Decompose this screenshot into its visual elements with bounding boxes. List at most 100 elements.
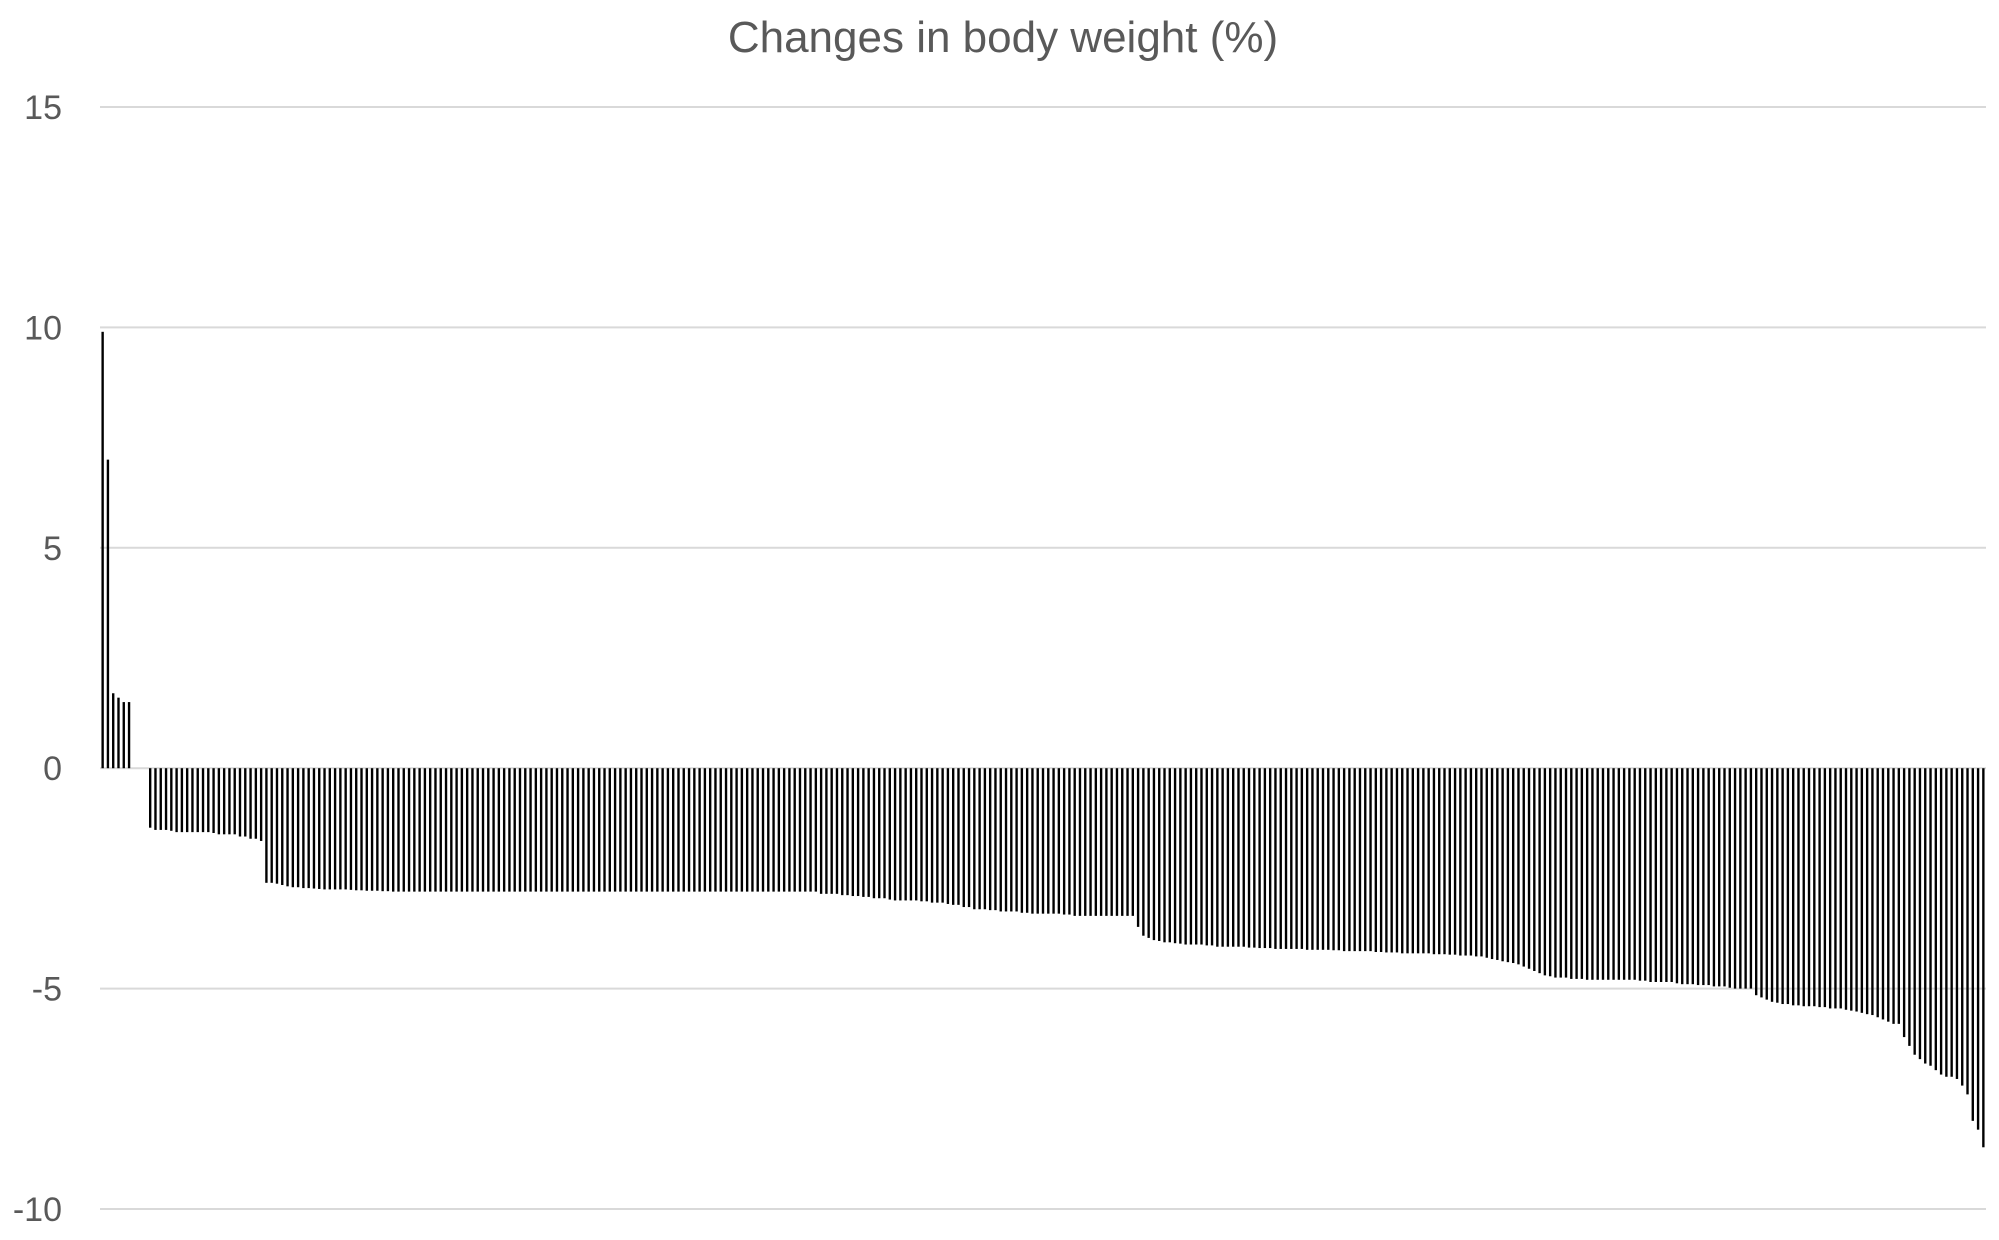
bar [1210, 768, 1214, 946]
bar [1860, 768, 1864, 1013]
bar [122, 702, 125, 769]
bar [582, 768, 585, 892]
bar [1844, 768, 1848, 1010]
bar [714, 768, 717, 892]
bar [1506, 768, 1510, 963]
bar [1099, 768, 1103, 916]
bar [1633, 768, 1636, 980]
bar [185, 768, 189, 833]
bar [487, 768, 490, 892]
bar [598, 768, 601, 892]
bar [196, 768, 199, 833]
bar [1665, 768, 1668, 982]
bar [1855, 768, 1858, 1012]
bar [1934, 768, 1937, 1071]
bar [1173, 768, 1177, 944]
bar [946, 768, 950, 904]
bar [777, 768, 781, 892]
bar [1094, 768, 1098, 916]
bar [1570, 768, 1573, 979]
bar [465, 768, 469, 892]
bar [265, 768, 268, 883]
bar [1020, 768, 1024, 913]
bar [851, 768, 855, 897]
bar [1379, 768, 1383, 953]
bar [1961, 768, 1964, 1086]
bar [529, 768, 532, 892]
bar [1776, 768, 1779, 1003]
bar [1015, 768, 1018, 912]
bar [233, 768, 236, 835]
bar [1902, 768, 1906, 1038]
bar [878, 768, 881, 899]
bar [1881, 768, 1885, 1020]
bar [1834, 768, 1837, 1009]
bar [1147, 768, 1150, 938]
bar [550, 768, 553, 892]
bar [355, 768, 358, 891]
bar [952, 768, 955, 905]
bar [1311, 768, 1314, 950]
bar [1628, 768, 1631, 980]
bar [1950, 768, 1953, 1077]
bar [1401, 768, 1404, 954]
bar [101, 331, 104, 769]
bar [1158, 768, 1161, 941]
bar [1982, 768, 1985, 1148]
bar [1739, 768, 1742, 989]
bar [1744, 768, 1747, 989]
bar [212, 768, 215, 833]
bar [1010, 768, 1013, 912]
bar [1580, 768, 1584, 979]
bar [1152, 768, 1156, 941]
bar [703, 768, 707, 892]
bar [724, 768, 728, 892]
bar [1897, 768, 1901, 1024]
bar [973, 768, 976, 910]
bar [571, 768, 575, 892]
bar [1786, 768, 1790, 1005]
bar [645, 768, 648, 892]
y-tick-label: 5 [43, 530, 62, 568]
bar [1110, 768, 1113, 916]
bar [1300, 768, 1304, 949]
bar [508, 768, 511, 892]
bar [1068, 768, 1071, 915]
bar [1971, 768, 1974, 1121]
bar [994, 768, 997, 911]
bar [1031, 768, 1034, 914]
bar [1290, 768, 1293, 949]
bar [930, 768, 934, 903]
bar [386, 768, 390, 892]
bar [1221, 768, 1224, 947]
bar [957, 768, 960, 905]
bar [1850, 768, 1853, 1011]
bar [841, 768, 844, 896]
bar [650, 768, 654, 892]
bar [1718, 768, 1721, 987]
bar [1496, 768, 1499, 960]
bar [127, 702, 131, 769]
bar [1887, 768, 1890, 1022]
bar [1749, 768, 1753, 989]
bar [1348, 768, 1351, 952]
bar [619, 768, 622, 892]
bar [349, 768, 353, 890]
bar [228, 768, 231, 835]
bar [682, 768, 685, 892]
bar [624, 768, 627, 892]
bar [1274, 768, 1277, 949]
bar [428, 768, 432, 892]
bar [1813, 768, 1816, 1007]
bar [904, 768, 907, 901]
bar [793, 768, 796, 892]
bar [281, 768, 284, 886]
bar [936, 768, 939, 903]
bar [180, 768, 184, 833]
bar [302, 768, 305, 889]
bar [888, 768, 891, 900]
bar [613, 768, 617, 892]
bar [164, 768, 168, 830]
bar [275, 768, 279, 884]
bar [967, 768, 971, 908]
